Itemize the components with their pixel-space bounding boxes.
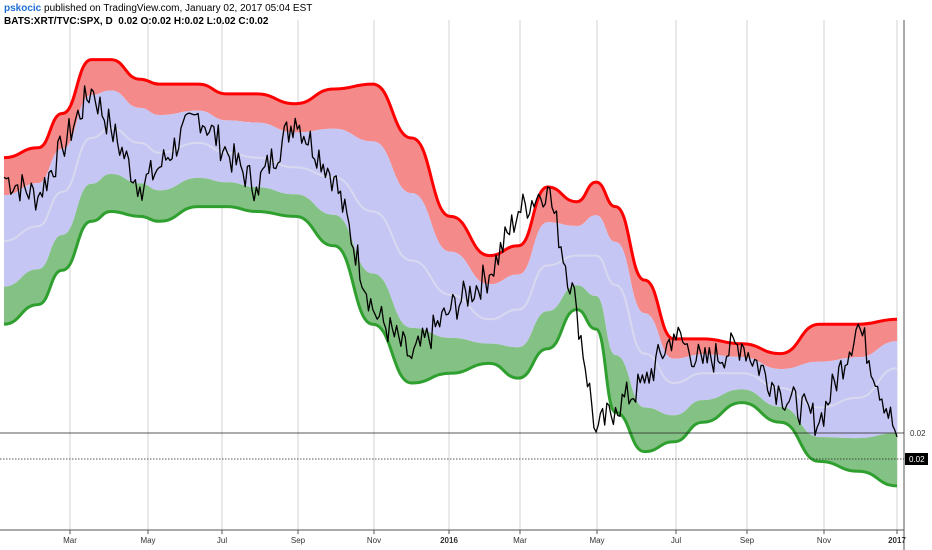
basis-line	[3, 127, 898, 409]
x-tick-label-11: 2017	[888, 536, 906, 545]
last-price-tag	[905, 453, 928, 465]
last-price-label: 0.02	[909, 455, 925, 464]
x-axis-ticks: Mar May Jul Sep Nov 2016 Mar May Jul Sep Nov 2017	[63, 530, 906, 545]
last-value: 0.02	[118, 16, 138, 27]
x-tick-label-6: Mar	[513, 536, 527, 545]
x-tick-label-9: Sep	[740, 536, 755, 545]
publish-info: published on TradingView.com, January 02…	[41, 3, 313, 14]
x-tick-label-8: Jul	[671, 536, 681, 545]
symbol-line: BATS:XRT/TVC:SPX, D 0.02 O:0.02 H:0.02 L…	[4, 15, 312, 28]
close-value: 0.02	[248, 16, 269, 27]
x-tick-label-5: 2016	[440, 536, 458, 545]
middle-band-fill	[4, 90, 897, 439]
price-level-label: 0.02	[910, 429, 926, 438]
x-tick-label-3: Sep	[291, 536, 306, 545]
x-tick-label-0: Mar	[63, 536, 77, 545]
chart-header: pskocic published on TradingView.com, Ja…	[4, 2, 312, 28]
bands	[3, 58, 898, 488]
x-tick-label-7: May	[589, 536, 604, 545]
symbol[interactable]: BATS:XRT/TVC:SPX, D	[4, 16, 113, 27]
low-label: L:	[206, 16, 217, 27]
price-scale: 0.02 0.02	[0, 429, 928, 465]
x-tick-label-2: Jul	[217, 536, 227, 545]
x-tick-label-4: Nov	[367, 536, 381, 545]
lower-band-line	[3, 205, 898, 488]
upper-band-line	[3, 58, 898, 356]
publish-line: pskocic published on TradingView.com, Ja…	[4, 2, 312, 15]
low-value: 0.02	[216, 16, 236, 27]
close-label: C:	[238, 16, 249, 27]
author-link[interactable]: pskocic	[4, 3, 42, 14]
price-series	[3, 85, 898, 438]
x-tick-label-10: Nov	[817, 536, 831, 545]
open-label: O:	[140, 16, 152, 27]
price-line	[3, 85, 898, 438]
high-label: H:	[173, 16, 185, 27]
open-value: 0.02	[151, 16, 172, 27]
x-tick-label-1: May	[140, 536, 155, 545]
high-value: 0.02	[184, 16, 204, 27]
axes	[0, 20, 905, 550]
